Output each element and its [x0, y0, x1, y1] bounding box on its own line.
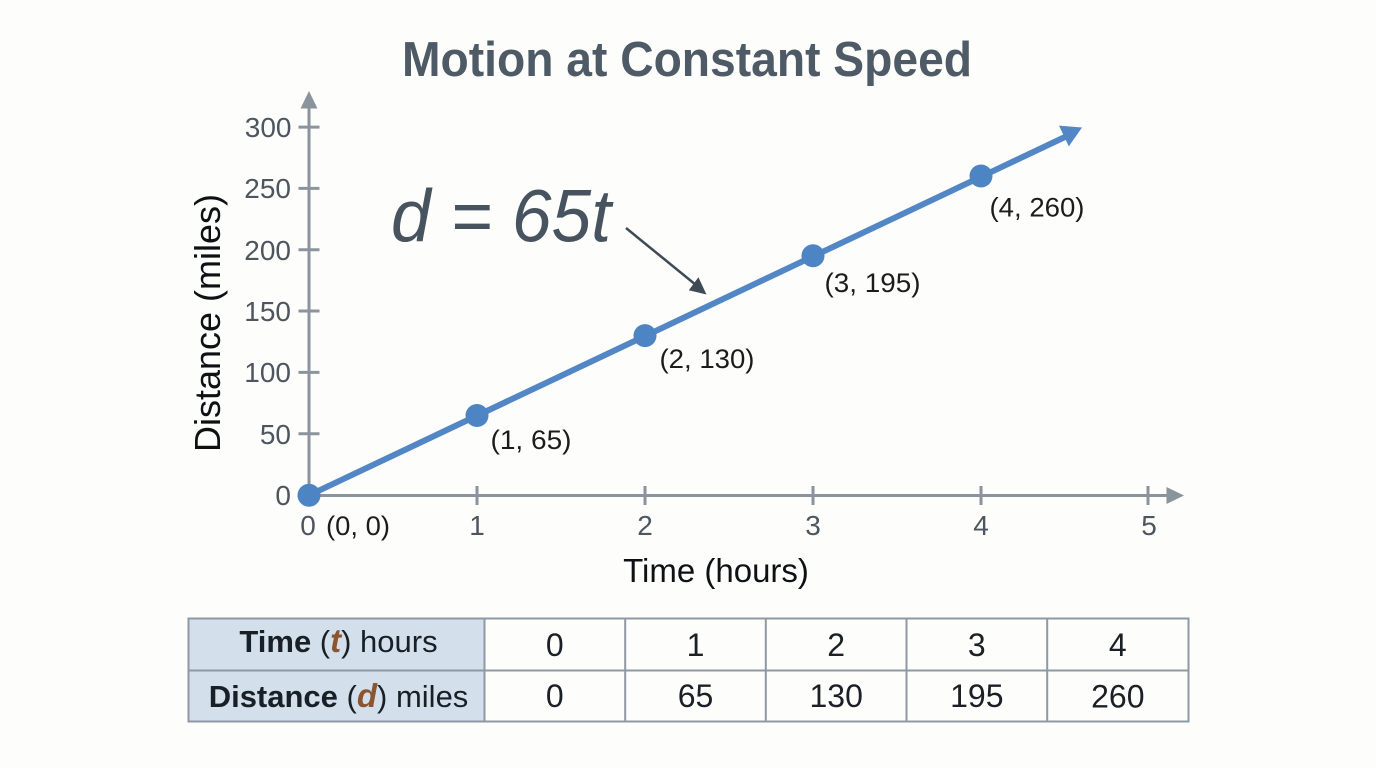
svg-text:195: 195 [950, 678, 1003, 714]
svg-text:3: 3 [968, 627, 986, 663]
svg-text:130: 130 [810, 678, 863, 714]
svg-text:0: 0 [300, 510, 316, 541]
svg-text:(3, 195): (3, 195) [825, 268, 921, 298]
svg-text:150: 150 [244, 296, 291, 327]
svg-text:Motion at Constant Speed: Motion at Constant Speed [402, 32, 972, 87]
svg-text:d = 65t: d = 65t [391, 175, 614, 258]
svg-text:1: 1 [469, 510, 485, 541]
svg-text:0: 0 [546, 678, 564, 714]
svg-text:(0, 0): (0, 0) [326, 511, 390, 541]
svg-text:2: 2 [637, 510, 653, 541]
svg-text:(2, 130): (2, 130) [660, 344, 755, 374]
svg-text:3: 3 [805, 510, 821, 541]
svg-text:260: 260 [1091, 679, 1144, 715]
svg-text:2: 2 [827, 627, 845, 663]
svg-text:200: 200 [244, 235, 291, 266]
svg-text:Distance (miles): Distance (miles) [187, 194, 228, 452]
svg-text:(1, 65): (1, 65) [491, 425, 572, 455]
svg-text:0: 0 [546, 627, 564, 663]
svg-text:(4, 260): (4, 260) [990, 193, 1085, 223]
svg-text:Distance (d) miles: Distance (d) miles [209, 677, 469, 714]
svg-text:5: 5 [1141, 510, 1157, 541]
svg-text:Time (t) hours: Time (t) hours [239, 622, 437, 659]
svg-text:4: 4 [973, 510, 989, 541]
svg-text:100: 100 [244, 357, 291, 388]
svg-text:Time (hours): Time (hours) [623, 552, 809, 589]
svg-text:300: 300 [245, 112, 292, 143]
svg-text:0: 0 [275, 480, 291, 511]
svg-text:65: 65 [678, 678, 714, 714]
svg-text:1: 1 [687, 627, 705, 663]
svg-text:50: 50 [260, 419, 291, 450]
svg-text:4: 4 [1109, 627, 1127, 663]
svg-text:250: 250 [244, 173, 291, 204]
